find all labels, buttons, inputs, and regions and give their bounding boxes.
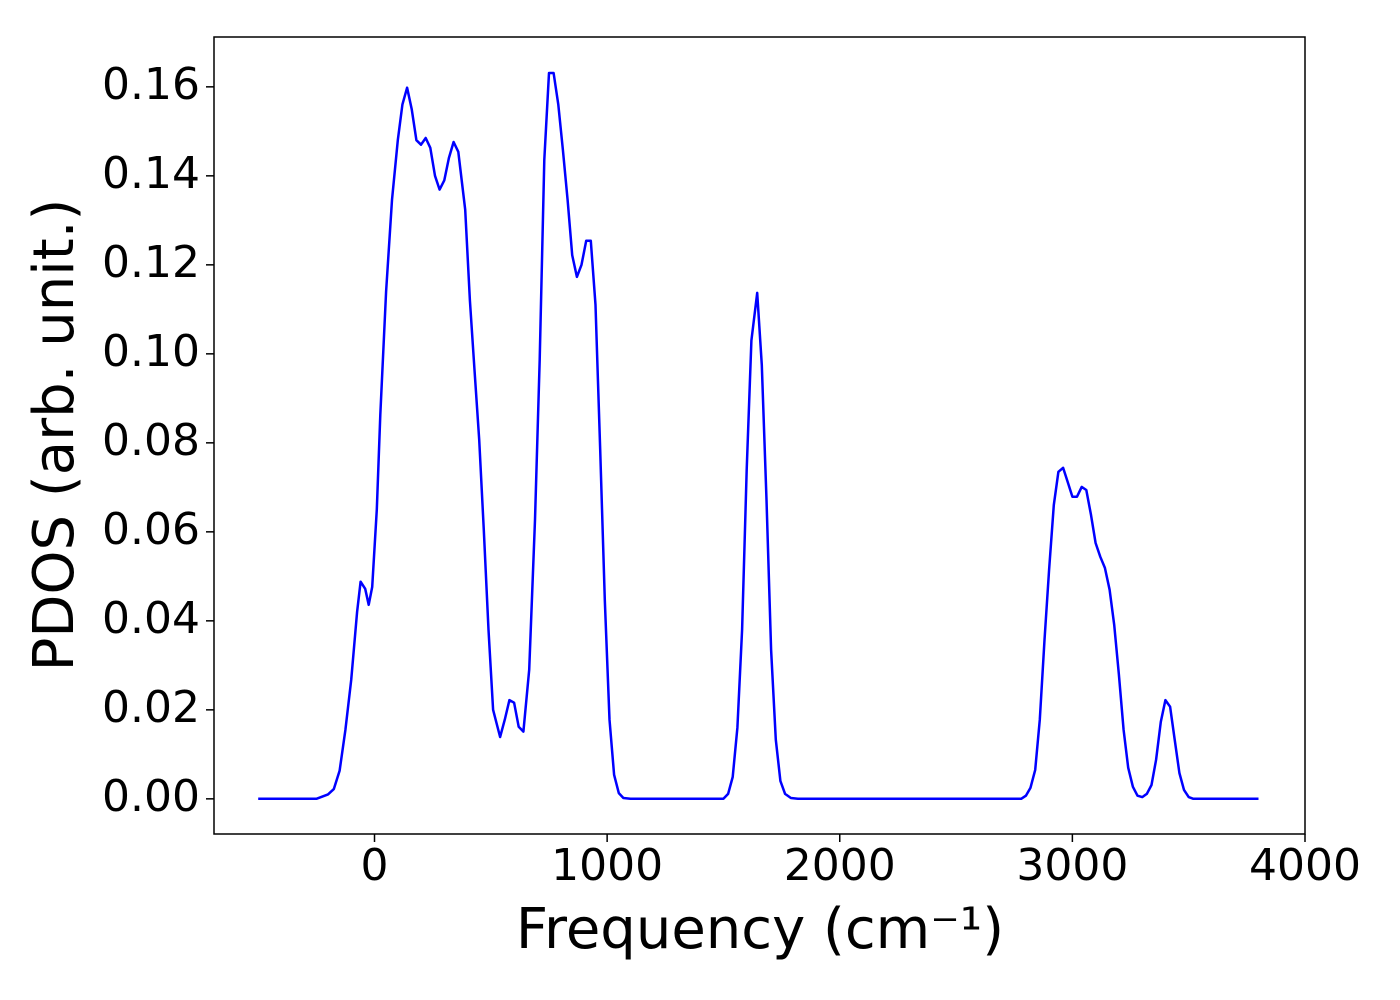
y-tick-label: 0.10	[102, 326, 200, 377]
x-axis-label: Frequency (cm⁻¹)	[516, 897, 1004, 962]
x-tick-label: 3000	[1016, 840, 1128, 891]
y-tick-label: 0.04	[102, 593, 200, 644]
x-tick-label: 1000	[551, 840, 663, 891]
plot-frame	[213, 36, 1306, 835]
data-line	[258, 71, 1259, 801]
x-tick-label: 0	[361, 840, 389, 891]
x-tick-label: 2000	[784, 840, 896, 891]
y-tick-label: 0.08	[102, 415, 200, 466]
x-tick-label: 4000	[1249, 840, 1361, 891]
y-tick-label: 0.02	[102, 682, 200, 733]
y-tick-label: 0.00	[102, 771, 200, 822]
y-tick-label: 0.16	[102, 59, 200, 110]
y-axis-label: PDOS (arb. unit.)	[22, 199, 87, 672]
y-tick-label: 0.06	[102, 504, 200, 555]
y-tick-label: 0.12	[102, 237, 200, 288]
y-tick-label: 0.14	[102, 148, 200, 199]
